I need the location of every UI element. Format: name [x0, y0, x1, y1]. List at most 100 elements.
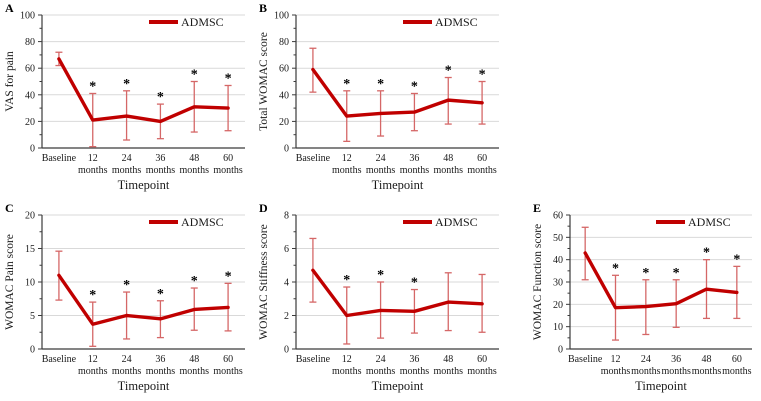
- svg-text:*: *: [703, 246, 710, 261]
- svg-text:Baseline: Baseline: [42, 354, 77, 365]
- svg-text:48: 48: [702, 354, 712, 365]
- svg-text:10: 10: [553, 322, 563, 333]
- svg-text:30: 30: [553, 278, 563, 289]
- svg-text:20: 20: [25, 211, 35, 222]
- svg-text:months: months: [631, 366, 661, 377]
- svg-text:VAS for pain: VAS for pain: [4, 51, 16, 112]
- svg-text:36: 36: [155, 354, 165, 365]
- svg-text:60: 60: [477, 153, 487, 164]
- svg-text:*: *: [191, 68, 198, 83]
- svg-text:20: 20: [279, 117, 289, 128]
- svg-text:Timepoint: Timepoint: [372, 178, 424, 192]
- svg-text:*: *: [89, 79, 96, 94]
- svg-text:2: 2: [284, 311, 289, 322]
- svg-text:*: *: [343, 273, 350, 288]
- svg-text:12: 12: [88, 354, 98, 365]
- panel-d-womac-stiffness: D 0 2 4 6 8 * * * ADMSC Baseline 12 months 24 months 3…: [256, 200, 508, 401]
- svg-text:months: months: [332, 165, 362, 176]
- svg-text:*: *: [673, 266, 680, 281]
- svg-text:36: 36: [409, 153, 419, 164]
- panel-b-total-womac: B 0 20 40 60 80 100 * * * * * ADMSC Baseline 12 months…: [256, 0, 508, 200]
- svg-text:months: months: [467, 165, 497, 176]
- svg-text:*: *: [411, 276, 418, 291]
- svg-text:Timepoint: Timepoint: [635, 379, 687, 393]
- svg-text:*: *: [733, 252, 740, 267]
- svg-text:60: 60: [477, 354, 487, 365]
- svg-text:15: 15: [25, 244, 35, 255]
- svg-text:12: 12: [611, 354, 621, 365]
- svg-text:ADMSC: ADMSC: [181, 215, 224, 229]
- svg-text:4: 4: [284, 278, 289, 289]
- svg-text:months: months: [467, 366, 497, 377]
- svg-text:months: months: [213, 165, 243, 176]
- svg-text:0: 0: [284, 144, 289, 155]
- svg-text:60: 60: [732, 354, 742, 365]
- panel-a-vas-for-pain: A 0 20 40 60 80 100 * * * * * ADMSC Baseline 12 months…: [2, 0, 254, 200]
- svg-text:Timepoint: Timepoint: [118, 379, 170, 393]
- svg-text:36: 36: [155, 153, 165, 164]
- svg-text:months: months: [661, 366, 691, 377]
- svg-text:6: 6: [284, 244, 289, 255]
- svg-text:*: *: [123, 77, 130, 92]
- svg-text:months: months: [112, 366, 142, 377]
- svg-text:80: 80: [279, 37, 289, 48]
- svg-text:months: months: [78, 366, 108, 377]
- svg-text:months: months: [146, 366, 176, 377]
- svg-text:months: months: [146, 165, 176, 176]
- svg-text:*: *: [89, 288, 96, 303]
- svg-text:100: 100: [20, 11, 35, 22]
- svg-text:0: 0: [558, 345, 563, 356]
- svg-text:40: 40: [553, 255, 563, 266]
- svg-text:60: 60: [279, 64, 289, 75]
- svg-text:months: months: [180, 366, 210, 377]
- svg-text:8: 8: [284, 211, 289, 222]
- svg-text:ADMSC: ADMSC: [181, 15, 224, 29]
- svg-text:12: 12: [342, 354, 352, 365]
- svg-text:WOMAC Function score: WOMAC Function score: [532, 224, 544, 340]
- svg-text:Baseline: Baseline: [296, 354, 331, 365]
- panel-label-d: D: [259, 201, 268, 215]
- svg-text:80: 80: [25, 37, 35, 48]
- svg-text:*: *: [377, 77, 384, 92]
- svg-text:months: months: [601, 366, 631, 377]
- svg-text:0: 0: [30, 345, 35, 356]
- svg-text:24: 24: [641, 354, 651, 365]
- svg-text:months: months: [434, 165, 464, 176]
- panel-c-womac-pain: C 0 5 10 15 20 * * * * * ADMSC Baseline 12 months 24 mo…: [2, 200, 254, 401]
- svg-text:60: 60: [25, 64, 35, 75]
- svg-text:*: *: [612, 261, 619, 276]
- svg-text:*: *: [225, 269, 232, 284]
- svg-text:*: *: [445, 64, 452, 79]
- svg-text:months: months: [366, 165, 396, 176]
- svg-text:50: 50: [553, 233, 563, 244]
- svg-text:*: *: [157, 90, 164, 105]
- svg-text:months: months: [112, 165, 142, 176]
- svg-text:months: months: [400, 366, 430, 377]
- svg-text:Baseline: Baseline: [42, 153, 77, 164]
- svg-text:36: 36: [409, 354, 419, 365]
- panel-label-c: C: [5, 201, 14, 215]
- panel-label-e: E: [533, 201, 542, 215]
- svg-text:WOMAC Stiffness score: WOMAC Stiffness score: [258, 224, 270, 339]
- svg-text:10: 10: [25, 278, 35, 289]
- svg-text:months: months: [692, 366, 722, 377]
- svg-text:*: *: [191, 274, 198, 289]
- panel-label-a: A: [5, 1, 14, 15]
- panel-label-b: B: [259, 1, 268, 15]
- svg-text:0: 0: [30, 144, 35, 155]
- svg-text:*: *: [157, 287, 164, 302]
- svg-text:Baseline: Baseline: [296, 153, 331, 164]
- svg-text:60: 60: [553, 211, 563, 222]
- svg-text:WOMAC Pain score: WOMAC Pain score: [4, 234, 16, 330]
- svg-text:40: 40: [279, 90, 289, 101]
- svg-text:*: *: [343, 77, 350, 92]
- svg-text:5: 5: [30, 311, 35, 322]
- svg-text:48: 48: [189, 354, 199, 365]
- svg-text:Timepoint: Timepoint: [372, 379, 424, 393]
- svg-text:20: 20: [25, 117, 35, 128]
- svg-text:40: 40: [25, 90, 35, 101]
